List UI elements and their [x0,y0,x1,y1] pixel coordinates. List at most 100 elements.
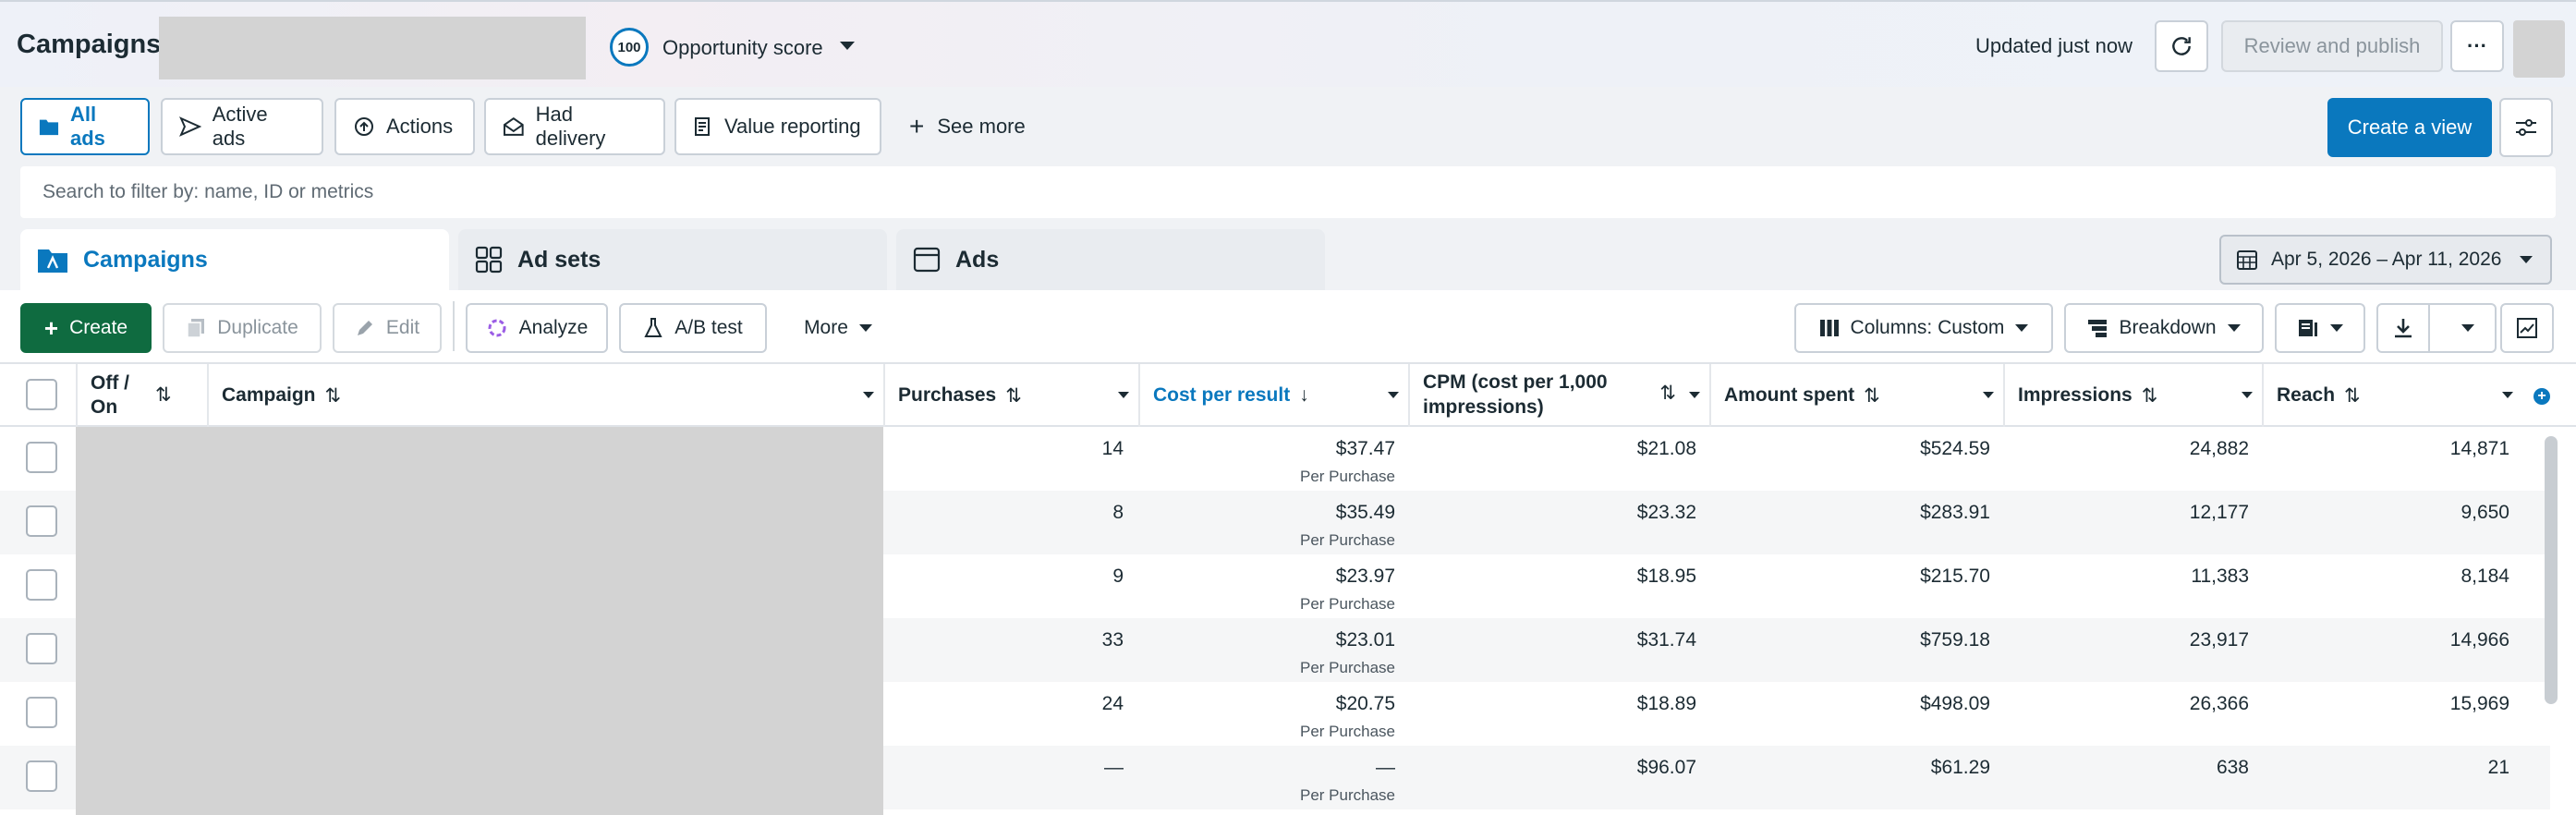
result-type-label: Per Purchase [1300,531,1395,549]
select-all-checkbox[interactable] [26,379,57,410]
chevron-down-icon [2461,324,2475,332]
download-icon[interactable] [2378,305,2431,351]
duplicate-button[interactable]: Duplicate [163,303,322,353]
more-label: More [804,317,848,338]
column-off-on[interactable]: Off / On ⇅ [76,364,207,427]
table-row[interactable]: 9 $23.97 $18.95 $215.70 11,383 8,184 Per Purch… [0,554,2550,618]
campaign-folder-icon [38,249,67,273]
top-bar: Campaigns 100 Opportunity score Updated … [0,0,2576,87]
ad-window-icon [913,247,941,273]
account-selector[interactable] [159,17,586,79]
tab-ads[interactable]: Ads [896,229,1325,290]
column-cost-per-result[interactable]: Cost per result ↓ [1138,364,1408,427]
tab-campaigns[interactable]: Campaigns [20,229,449,290]
row-checkbox[interactable] [26,505,57,537]
view-had-delivery[interactable]: Had delivery [484,98,665,155]
view-settings-button[interactable] [2499,98,2553,157]
cpm-cell: $96.07 [1636,757,1696,778]
column-amount-spent[interactable]: Amount spent ⇅ [1709,364,2003,427]
more-actions-button[interactable]: More [787,303,889,353]
add-column-icon[interactable]: + [2533,388,2550,405]
chevron-down-icon [2520,256,2533,263]
view-actions[interactable]: Actions [334,98,475,155]
calendar-icon [2237,250,2257,270]
search-input[interactable] [43,181,2556,203]
edit-label: Edit [385,317,420,338]
row-checkbox[interactable] [26,442,57,473]
column-impressions[interactable]: Impressions ⇅ [2003,364,2262,427]
opportunity-score-label[interactable]: Opportunity score [662,36,823,59]
column-label: Campaign [222,384,316,406]
tab-label: Ad sets [517,246,601,273]
chevron-down-icon [1983,392,1994,398]
avatar[interactable] [2513,20,2565,78]
purchases-cell: 24 [1101,693,1124,714]
chevron-down-icon [858,324,872,332]
edit-button[interactable]: Edit [333,303,442,353]
see-more-views[interactable]: + See more [909,98,1026,155]
opportunity-chevron-down-icon[interactable] [840,42,855,50]
export-dropdown[interactable] [2441,324,2495,332]
view-all-ads[interactable]: All ads [20,98,150,155]
pencil-icon [357,321,372,335]
column-label: impressions) [1423,396,1544,418]
opportunity-score-badge[interactable]: 100 [610,28,649,67]
create-button[interactable]: + Create [20,303,152,353]
table-row[interactable]: 14 $37.47 $21.08 $524.59 24,882 14,871 Per Pur… [0,427,2550,491]
reports-button[interactable] [2275,303,2365,353]
chart-icon [2517,318,2537,338]
create-label: Create [69,317,128,338]
column-reach[interactable]: Reach ⇅ [2262,364,2522,427]
column-label: Cost per result [1153,384,1291,406]
tab-label: Ads [955,246,1000,273]
row-checkbox[interactable] [26,569,57,601]
more-options-button[interactable]: ··· [2450,20,2504,72]
columns-button[interactable]: Columns: Custom [1794,303,2053,353]
chevron-down-icon [2502,392,2513,398]
view-value-reporting[interactable]: Value reporting [674,98,881,155]
review-publish-button[interactable]: Review and publish [2221,20,2443,72]
sparkle-icon [488,319,506,337]
ab-test-button[interactable]: A/B test [619,303,767,353]
plus-icon: + [909,112,925,140]
chevron-down-icon [2330,324,2343,332]
table-row[interactable]: 24 $20.75 $18.89 $498.09 26,366 15,969 Per Pur… [0,682,2550,746]
date-range-label: Apr 5, 2026 – Apr 11, 2026 [2271,249,2502,270]
column-purchases[interactable]: Purchases ⇅ [883,364,1138,427]
amount-spent-cell: $215.70 [1920,566,1990,587]
refresh-icon [2172,37,2191,55]
purchases-cell: 8 [1112,502,1124,523]
upload-circle-icon [355,117,373,136]
sort-icon: ⇅ [1864,384,1880,407]
search-bar[interactable] [20,166,2556,218]
cost-per-result-cell: $35.49 [1335,502,1395,523]
charts-button[interactable] [2500,303,2554,353]
chevron-down-icon [1118,392,1129,398]
row-checkbox[interactable] [26,633,57,664]
breakdown-icon [2088,320,2108,337]
row-checkbox[interactable] [26,760,57,792]
page-title: Campaigns [17,30,162,59]
purchases-cell: 33 [1101,629,1124,651]
chevron-down-icon [2242,392,2253,398]
analyze-button[interactable]: Analyze [466,303,608,353]
table-toolbar: + Create Duplicate Edit Analyze A/B test… [0,290,2576,362]
purchases-cell: 14 [1101,438,1124,459]
vertical-scrollbar[interactable] [2545,436,2558,704]
column-cpm[interactable]: CPM (cost per 1,000 impressions) ⇅ [1408,364,1709,427]
reach-cell: 14,966 [2449,629,2509,651]
export-button[interactable] [2376,303,2497,353]
tab-ad-sets[interactable]: Ad sets [458,229,887,290]
row-checkbox[interactable] [26,697,57,728]
view-active-ads[interactable]: Active ads [161,98,323,155]
breakdown-button[interactable]: Breakdown [2064,303,2264,353]
cpm-cell: $18.89 [1636,693,1696,714]
date-range-picker[interactable]: Apr 5, 2026 – Apr 11, 2026 [2219,235,2552,285]
tab-label: Campaigns [83,246,208,273]
chevron-down-icon [1689,392,1700,398]
impressions-cell: 23,917 [2189,629,2249,651]
create-view-button[interactable]: Create a view [2327,98,2492,157]
column-campaign[interactable]: Campaign ⇅ [207,364,883,427]
cpm-cell: $21.08 [1636,438,1696,459]
refresh-button[interactable] [2155,20,2208,72]
